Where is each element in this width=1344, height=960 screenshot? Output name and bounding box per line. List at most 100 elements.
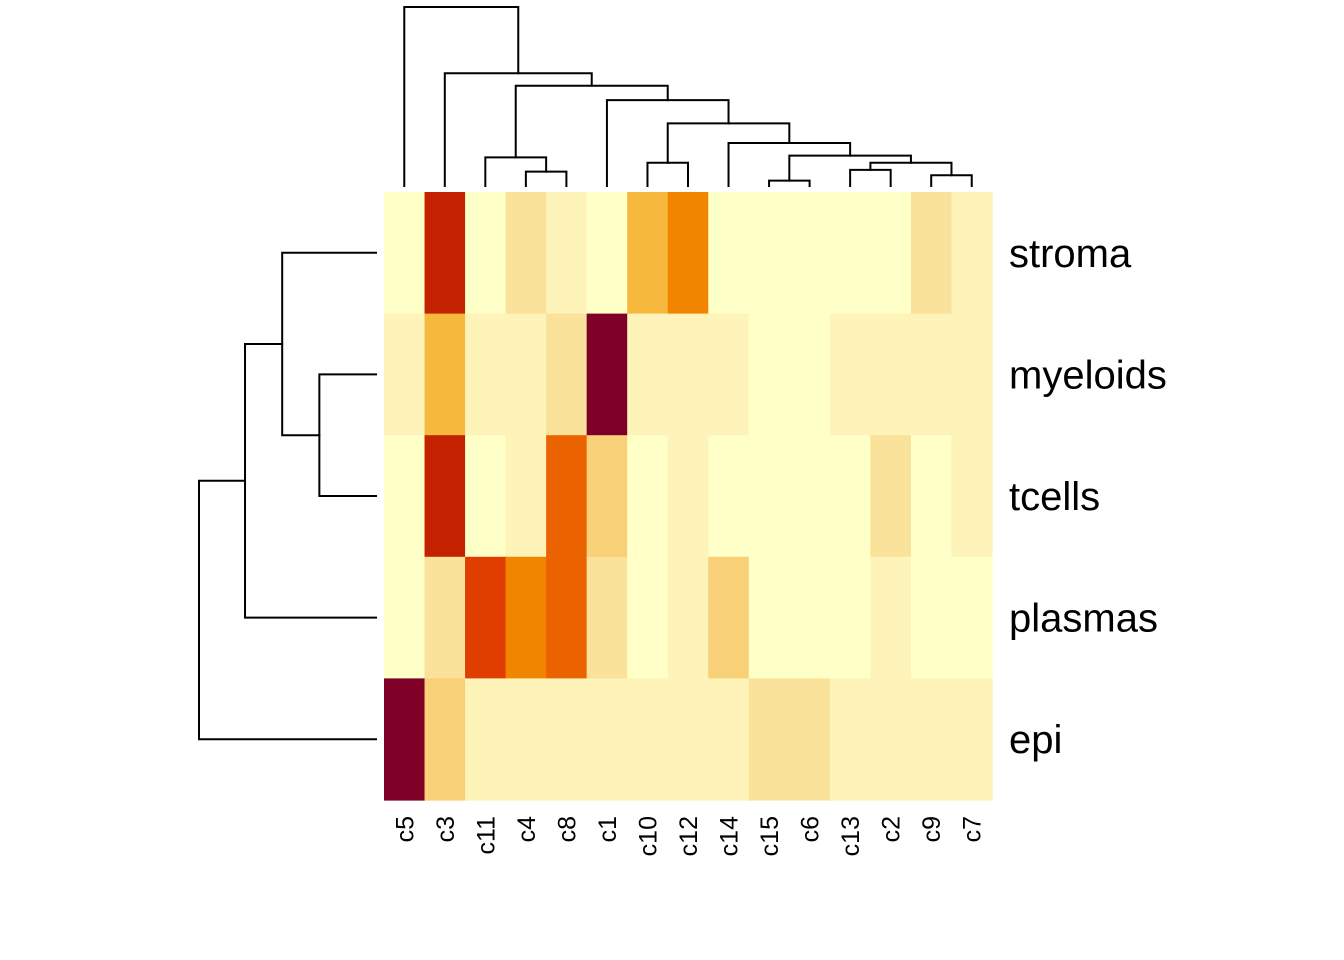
heatmap-cell-stroma-c15 (748, 192, 790, 315)
heatmap-cell-epi-c7 (951, 678, 993, 801)
heatmap-cell-myeloids-c11 (465, 313, 507, 436)
heatmap-cell-myeloids-c1 (586, 313, 628, 436)
heatmap-cell-epi-c15 (748, 678, 790, 801)
row-labels: stroma myeloids tcells plasmas epi (1009, 232, 1167, 762)
heatmap-cell-myeloids-c10 (627, 313, 669, 436)
heatmap-cell-epi-c3 (424, 678, 466, 801)
heatmap-cell-stroma-c1 (586, 192, 628, 315)
row-dendrogram-branch-root (198, 479, 377, 741)
row-dendrogram (198, 251, 377, 741)
heatmap-cell-myeloids-c12 (667, 313, 709, 436)
row-label-myeloids: myeloids (1009, 353, 1167, 397)
row-label-plasmas: plasmas (1009, 597, 1158, 641)
heatmap-cell-plasmas-c8 (546, 556, 588, 679)
column-label-c7: c7 (959, 816, 987, 842)
heatmap-cell-epi-c11 (465, 678, 507, 801)
column-labels: c5 c3 c11 c4 c8 c1 c10 c12 c14 c15 c6 c13 c2 c9 c7 (391, 816, 986, 856)
heatmap-cell-plasmas-c13 (829, 556, 871, 679)
heatmap-cell-stroma-c9 (910, 192, 953, 315)
column-label-c5: c5 (391, 816, 419, 842)
heatmap-cell-stroma-c10 (627, 192, 669, 315)
column-label-c4: c4 (513, 816, 541, 843)
heatmap-cell-plasmas-c3 (424, 556, 466, 679)
row-label-tcells: tcells (1009, 475, 1100, 519)
heatmap-cell-tcells-c7 (951, 435, 993, 558)
column-label-c9: c9 (918, 816, 946, 842)
heatmap-cell-plasmas-c7 (951, 556, 993, 679)
heatmap-cell-stroma-c11 (465, 192, 507, 315)
column-label-c15: c15 (756, 816, 784, 856)
column-label-c6: c6 (797, 816, 825, 842)
column-label-c12: c12 (675, 816, 703, 856)
column-dendrogram-branch-c3-rest (443, 72, 593, 187)
heatmap-cell-stroma-c7 (951, 192, 993, 315)
heatmap-cell-plasmas-c2 (870, 556, 912, 679)
heatmap-cell-plasmas-c4 (505, 556, 547, 679)
heatmap-cell-tcells-c5 (384, 435, 426, 558)
column-dendrogram-branch-c11group-c1group (514, 84, 669, 159)
heatmap-cell-stroma-c8 (546, 192, 588, 315)
heatmap-cell-tcells-c2 (870, 435, 912, 558)
heatmap-cell-epi-c12 (667, 678, 709, 801)
column-dendrogram-branch-c4-c8 (524, 170, 568, 187)
heatmap-cell-stroma-c14 (708, 192, 750, 315)
heatmap-cell-tcells-c11 (465, 435, 507, 558)
heatmap-cell-plasmas-c15 (748, 556, 790, 679)
heatmap-cell-myeloids-c13 (829, 313, 871, 436)
heatmap-cell-myeloids-c2 (870, 313, 912, 436)
heatmap-cell-myeloids-c3 (424, 313, 466, 436)
heatmap-cell-tcells-c15 (748, 435, 790, 558)
heatmap-cell-plasmas-c1 (586, 556, 628, 679)
heatmap-cell-myeloids-c9 (910, 313, 953, 436)
heatmap-cell-myeloids-c6 (789, 313, 831, 436)
column-label-c2: c2 (878, 816, 906, 842)
column-dendrogram-branch-c13-c2 (849, 168, 892, 187)
heatmap-cell-stroma-c2 (870, 192, 912, 315)
column-dendrogram-branch-root (403, 6, 520, 187)
heatmap-cell-tcells-c12 (667, 435, 709, 558)
heatmap-cell-stroma-c3 (424, 192, 466, 315)
heatmap-cell-epi-c5 (384, 678, 426, 801)
column-label-c13: c13 (837, 816, 865, 856)
heatmap-cell-tcells-c4 (505, 435, 547, 558)
heatmap-cell-plasmas-c11 (465, 556, 507, 679)
heatmap-cell-plasmas-c9 (910, 556, 953, 679)
heatmap-cell-myeloids-c15 (748, 313, 790, 436)
heatmap-cell-epi-c8 (546, 678, 588, 801)
heatmap-cell-tcells-c1 (586, 435, 628, 558)
column-label-c8: c8 (553, 816, 581, 842)
column-label-c1: c1 (594, 816, 622, 842)
column-label-c11: c11 (472, 816, 500, 854)
heatmap-cell-epi-c6 (789, 678, 831, 801)
heatmap-cell-plasmas-c5 (384, 556, 426, 679)
heatmap-cell-epi-c14 (708, 678, 750, 801)
heatmap-cell-tcells-c9 (910, 435, 953, 558)
heatmap-cell-stroma-c4 (505, 192, 547, 315)
heatmap-cell-tcells-c10 (627, 435, 669, 558)
row-dendrogram-branch-stroma-myeloidstcells (281, 251, 377, 437)
heatmap-cell-tcells-c3 (424, 435, 466, 558)
column-dendrogram-branch-c10-c12 (646, 161, 689, 187)
heatmap-cell-plasmas-c10 (627, 556, 669, 679)
column-dendrogram-branch-c9-c7 (930, 174, 973, 187)
heatmap-cell-tcells-c8 (546, 435, 588, 558)
heatmap-cell-epi-c13 (829, 678, 871, 801)
heatmap-cell-epi-c10 (627, 678, 669, 801)
row-label-epi: epi (1009, 718, 1062, 762)
column-label-c14: c14 (716, 816, 744, 856)
row-dendrogram-branch-group-plasmas (244, 343, 377, 619)
heatmap-cell-myeloids-c5 (384, 313, 426, 436)
heatmap-cell-myeloids-c8 (546, 313, 588, 436)
column-label-c10: c10 (634, 816, 662, 856)
heatmap-cell-tcells-c6 (789, 435, 831, 558)
heatmap-cells (384, 192, 993, 801)
heatmap-cell-stroma-c13 (829, 192, 871, 315)
heatmap-cell-tcells-c13 (829, 435, 871, 558)
heatmap-cell-stroma-c12 (667, 192, 709, 315)
row-dendrogram-branch-myeloids-tcells (318, 373, 377, 497)
heatmap-cell-plasmas-c12 (667, 556, 709, 679)
heatmap-cell-stroma-c5 (384, 192, 426, 315)
heatmap-cell-plasmas-c14 (708, 556, 750, 679)
heatmap-cell-tcells-c14 (708, 435, 750, 558)
